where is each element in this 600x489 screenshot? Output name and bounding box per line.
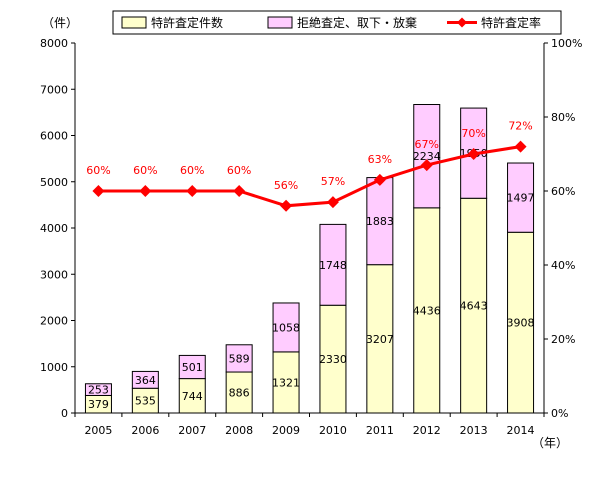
legend-label-series-0: 特許査定件数 [151, 15, 223, 30]
y-left-unit-label: （件） [42, 16, 78, 30]
bar-value-label: 4436 [413, 304, 441, 317]
x-tick-label: 2011 [366, 424, 394, 437]
y-left-tick-label: 8000 [40, 37, 68, 50]
bar-value-label: 253 [88, 384, 109, 397]
rate-point [327, 196, 339, 208]
y-left-tick-label: 2000 [40, 315, 68, 328]
bar-value-label: 1748 [319, 259, 347, 272]
rate-point [515, 141, 527, 153]
rate-value-label: 57% [321, 175, 345, 188]
x-tick-label: 2013 [460, 424, 488, 437]
bar-value-label: 535 [135, 395, 156, 408]
y-left-tick-label: 4000 [40, 222, 68, 235]
bar-value-label: 589 [229, 352, 250, 365]
rate-value-label: 72% [508, 120, 532, 133]
y-right-tick-label: 40% [551, 259, 575, 272]
bar-value-label: 3908 [507, 317, 535, 330]
rate-point [280, 200, 292, 212]
y-right-ticks: 0% 20% 40% 60% 80% 100% [544, 37, 582, 420]
y-right-tick-label: 100% [551, 37, 582, 50]
bar-value-label: 501 [182, 361, 203, 374]
rate-value-label: 56% [274, 179, 298, 192]
rate-value-label: 60% [133, 164, 157, 177]
rate-point [92, 185, 104, 197]
y-left-tick-label: 0 [61, 407, 68, 420]
y-right-tick-label: 80% [551, 111, 575, 124]
bar-value-label: 1497 [507, 192, 535, 205]
bar-value-label: 1883 [366, 215, 394, 228]
rate-value-label: 70% [461, 127, 485, 140]
bar-value-label: 1321 [272, 376, 300, 389]
rate-value-label: 67% [415, 138, 439, 151]
legend: 特許査定件数 拒絶査定、取下・放棄 特許査定率 [113, 11, 561, 34]
x-tick-label: 2009 [272, 424, 300, 437]
rate-point [186, 185, 198, 197]
y-left-tick-label: 3000 [40, 268, 68, 281]
x-tick-label: 2008 [225, 424, 253, 437]
y-left-tick-label: 5000 [40, 176, 68, 189]
rate-point [233, 185, 245, 197]
rate-value-label: 60% [86, 164, 110, 177]
y-left-tick-label: 1000 [40, 361, 68, 374]
bar-value-label: 379 [88, 398, 109, 411]
x-tick-label: 2005 [84, 424, 112, 437]
x-tick-label: 2012 [413, 424, 441, 437]
y-left-tick-label: 7000 [40, 83, 68, 96]
legend-swatch-series-0 [122, 17, 146, 28]
y-right-tick-label: 60% [551, 185, 575, 198]
bar-value-label: 886 [229, 387, 250, 400]
x-tick-label: 2010 [319, 424, 347, 437]
y-right-tick-label: 20% [551, 333, 575, 346]
legend-swatch-series-1 [268, 17, 292, 28]
bar-value-label: 1058 [272, 321, 300, 334]
legend-label-rate: 特許査定率 [481, 15, 541, 30]
bar-value-label: 3207 [366, 333, 394, 346]
bar-value-label: 2330 [319, 353, 347, 366]
y-right-tick-label: 0% [551, 407, 568, 420]
x-tick-label: 2007 [178, 424, 206, 437]
x-unit-label: （年） [532, 436, 568, 450]
bar-value-label: 744 [182, 390, 203, 403]
legend-label-series-1: 拒絶査定、取下・放棄 [297, 15, 417, 30]
x-ticks: 2005 2006 2007 2008 2009 2010 2011 2012 2013 2014 [75, 413, 544, 437]
rate-value-label: 60% [180, 164, 204, 177]
x-tick-label: 2014 [507, 424, 535, 437]
rate-polyline [98, 147, 520, 206]
bars: 379253 535 364 744 501 886 589 1321 1058 2330 1748… [85, 105, 534, 413]
x-tick-label: 2006 [131, 424, 159, 437]
y-left-ticks: 0 1000 2000 3000 4000 5000 6000 7000 8000 [40, 37, 75, 420]
rate-point [139, 185, 151, 197]
rate-value-label: 63% [368, 153, 392, 166]
y-left-tick-label: 6000 [40, 130, 68, 143]
bar-value-label: 4643 [460, 300, 488, 313]
rate-value-label: 60% [227, 164, 251, 177]
bar-value-label: 364 [135, 374, 156, 387]
